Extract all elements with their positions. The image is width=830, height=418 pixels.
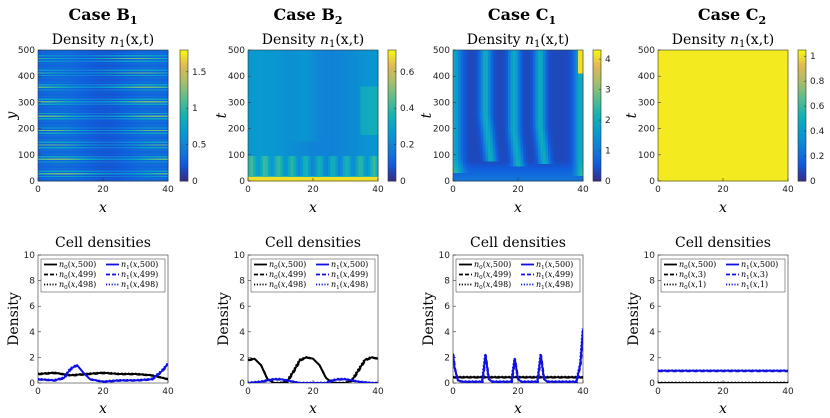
heatmap-title-args: (x,t) [125,32,154,48]
heatmap-cells [38,50,168,181]
heatmap-title-word: Density [52,32,110,48]
heatmap-title-var: n [110,32,119,48]
heatmap-title: Density n1(x,t) [52,32,155,50]
case-title-text: Case B [68,5,129,24]
case-title: Case B1 [68,5,137,27]
case-title-sub: 1 [130,14,138,27]
